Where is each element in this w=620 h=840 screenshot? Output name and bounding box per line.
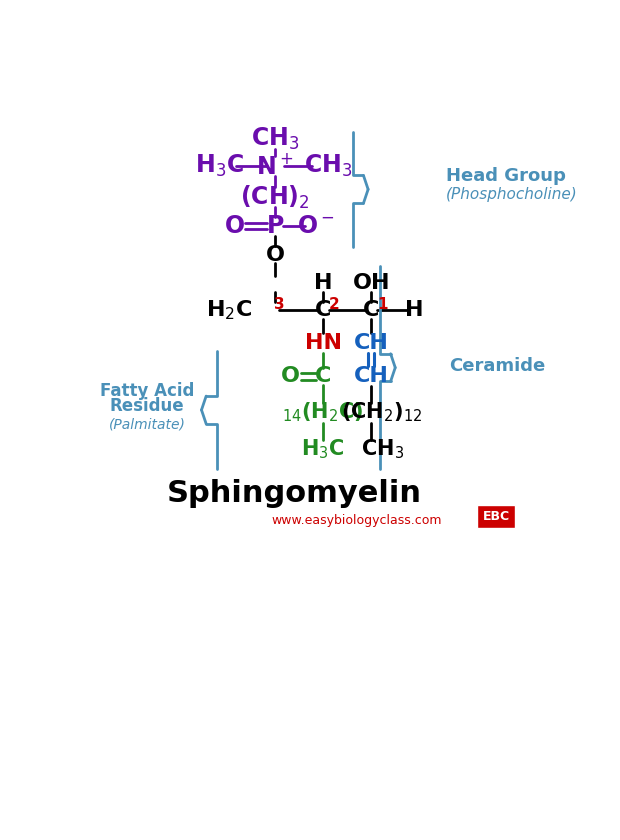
Text: 3: 3 <box>275 297 285 312</box>
Text: N$^+$: N$^+$ <box>257 154 294 179</box>
Text: $_{14}$(H$_2$C): $_{14}$(H$_2$C) <box>282 401 364 424</box>
Text: CH: CH <box>354 366 389 386</box>
Text: Residue: Residue <box>110 397 185 416</box>
Text: Head Group: Head Group <box>446 167 565 186</box>
Text: OH: OH <box>353 273 390 293</box>
Text: CH$_3$: CH$_3$ <box>361 437 404 460</box>
Text: 1: 1 <box>377 297 388 312</box>
Text: (Palmitate): (Palmitate) <box>109 417 185 431</box>
Text: CH: CH <box>354 333 389 354</box>
Text: (CH)$_2$: (CH)$_2$ <box>240 183 310 211</box>
Text: Ceramide: Ceramide <box>450 358 546 375</box>
Text: CH$_3$: CH$_3$ <box>304 153 352 180</box>
Text: O$^-$: O$^-$ <box>296 214 334 239</box>
Text: Sphingomyelin: Sphingomyelin <box>167 479 422 508</box>
Text: (Phosphocholine): (Phosphocholine) <box>446 187 577 202</box>
Text: C: C <box>315 300 331 320</box>
Text: EBC: EBC <box>482 510 510 523</box>
Text: O: O <box>225 214 245 239</box>
Text: O: O <box>281 366 300 386</box>
Text: (CH$_2$)$_{12}$: (CH$_2$)$_{12}$ <box>342 401 423 424</box>
Text: P: P <box>267 214 284 239</box>
Text: H$_3$C: H$_3$C <box>301 437 345 460</box>
Text: H: H <box>405 300 424 320</box>
Text: 2: 2 <box>329 297 339 312</box>
Text: C: C <box>315 366 331 386</box>
Text: H$_3$C: H$_3$C <box>195 153 244 180</box>
Text: O: O <box>265 244 285 265</box>
Text: HN: HN <box>304 333 342 354</box>
Text: CH$_3$: CH$_3$ <box>251 126 299 152</box>
Text: H$_2$C: H$_2$C <box>206 298 252 322</box>
Text: H: H <box>314 273 332 293</box>
Text: C: C <box>363 300 379 320</box>
Text: Fatty Acid: Fatty Acid <box>100 382 195 400</box>
Text: www.easybiologyclass.com: www.easybiologyclass.com <box>272 514 441 527</box>
